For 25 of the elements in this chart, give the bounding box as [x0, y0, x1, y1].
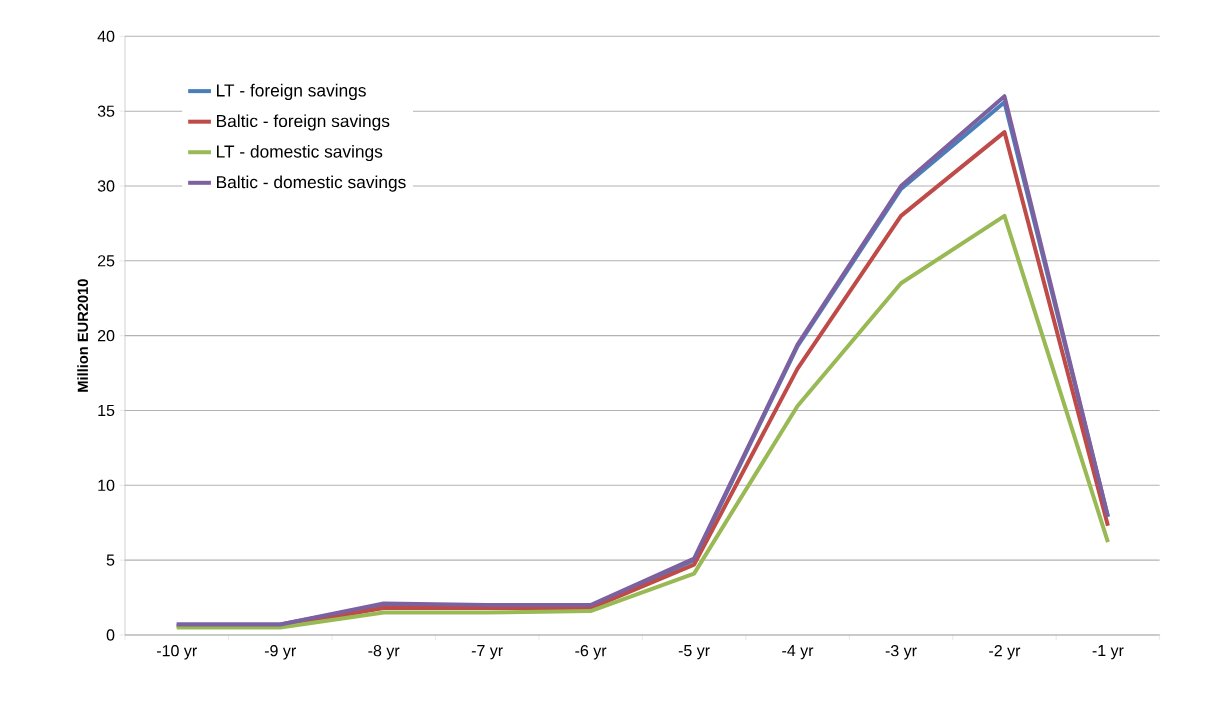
line-series	[174, 213, 1110, 630]
x-tick-label: -4 yr	[782, 645, 814, 660]
legend-label: Baltic - foreign savings	[217, 114, 390, 131]
y-tick-label: 25	[97, 255, 115, 267]
x-tick-label: -1 yr	[1092, 645, 1124, 660]
y-tick-label: 30	[97, 180, 115, 192]
x-tick-label: -9 yr	[264, 645, 296, 660]
x-tick-label: -3 yr	[885, 645, 917, 660]
y-tick-label: 5	[106, 554, 115, 566]
y-tick-label: 0	[106, 629, 115, 641]
y-tick-label: 35	[97, 105, 115, 117]
legend-label: LT - foreign savings	[217, 83, 366, 100]
x-tick-label: -2 yr	[989, 645, 1021, 660]
x-tick-label: -8 yr	[368, 645, 400, 660]
x-tick-label: -10 yr	[157, 645, 197, 660]
y-tick-label: 10	[98, 479, 115, 491]
x-tick-label: -5 yr	[678, 645, 710, 660]
x-tick-label: -6 yr	[575, 645, 607, 660]
y-axis-title: Million EUR2010	[77, 279, 89, 392]
y-tick-label: 15	[98, 404, 115, 417]
legend-label: LT - domestic savings	[217, 144, 383, 162]
y-tick-label: 20	[97, 330, 115, 342]
x-tick-label: -7 yr	[471, 645, 503, 660]
y-tick-label: 40	[97, 30, 115, 42]
legend-label: Baltic - domestic savings	[217, 175, 406, 192]
